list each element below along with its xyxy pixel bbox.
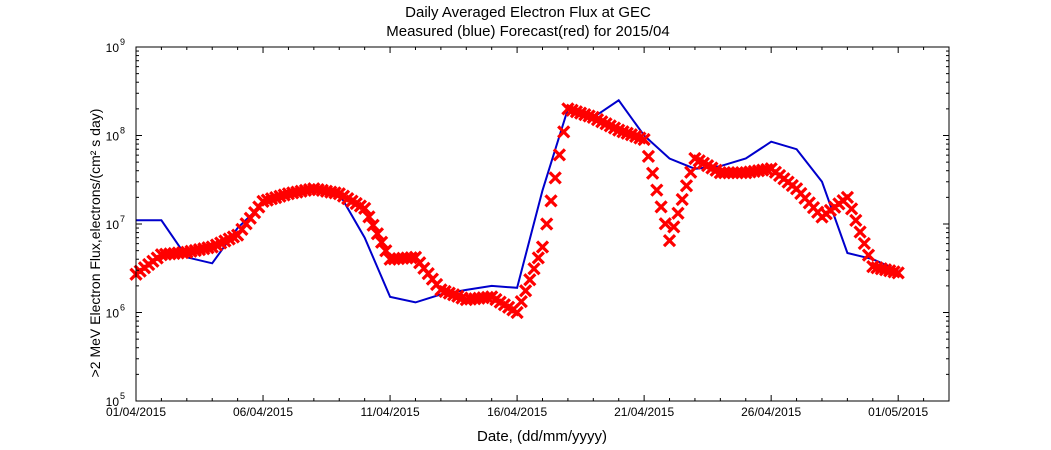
y-tick-exponent: 6: [120, 303, 125, 313]
forecast-marker: [362, 210, 376, 224]
forecast-marker: [552, 148, 567, 162]
y-tick-label: 10 8: [106, 126, 125, 144]
forecast-point: [662, 233, 677, 248]
x-axis-label: Date, (dd/mm/yyyy): [477, 428, 607, 445]
x-tick-label: 01/04/2015: [106, 405, 166, 419]
y-tick-label: 10 6: [106, 303, 125, 321]
forecast-marker: [844, 202, 859, 216]
measured-flux-line: [136, 98, 899, 304]
forecast-marker: [514, 294, 528, 309]
forecast-point: [535, 240, 550, 254]
chart-title: Daily Averaged Electron Flux at GEC: [405, 4, 651, 21]
x-tick-label: 11/04/2015: [360, 405, 419, 419]
chart-subtitle: Measured (blue) Forecast(red) for 2015/0…: [386, 23, 669, 40]
forecast-marker: [531, 251, 545, 265]
x-tick-label: 16/04/2015: [487, 405, 547, 419]
forecast-marker: [658, 217, 672, 231]
forecast-marker: [366, 218, 380, 232]
forecast-marker: [404, 251, 418, 265]
chart-title-group: Daily Averaged Electron Flux at GEC Meas…: [386, 4, 669, 40]
forecast-marker: [641, 149, 656, 164]
forecast-marker: [548, 171, 562, 185]
axes: 01/04/2015 06/04/2015 11/04/2015 16/04/2015…: [106, 37, 950, 419]
y-tick-label: 10 5: [106, 391, 125, 409]
forecast-marker: [684, 165, 698, 179]
y-tick-base: 10: [106, 307, 120, 321]
forecast-marker: [645, 166, 660, 180]
forecast-marker: [370, 227, 385, 241]
forecast-marker: [853, 225, 867, 239]
forecast-marker: [374, 235, 389, 249]
y-tick-label: 10 7: [106, 214, 125, 232]
y-tick-exponent: 5: [120, 391, 125, 401]
y-tick-base: 10: [106, 395, 120, 409]
forecast-marker: [654, 200, 668, 214]
y-tick-exponent: 9: [120, 37, 125, 47]
y-tick-label: 10 9: [106, 37, 125, 55]
forecast-marker: [527, 262, 541, 276]
forecast-marker: [667, 220, 681, 234]
forecast-point: [510, 305, 524, 320]
forecast-marker: [857, 236, 871, 251]
plot-area: [129, 98, 905, 320]
forecast-marker: [201, 241, 215, 255]
forecast-point: [358, 201, 372, 216]
x-tick-label: 06/04/2015: [233, 405, 293, 419]
forecast-marker: [544, 194, 558, 208]
forecast-marker: [650, 183, 664, 197]
y-axis-label: >2 MeV Electron Flux,electrons/(cm² s da…: [87, 109, 103, 378]
forecast-marker: [675, 192, 689, 207]
forecast-marker: [849, 213, 863, 228]
forecast-marker: [557, 125, 571, 139]
forecast-point: [891, 266, 905, 280]
y-tick-exponent: 7: [120, 214, 125, 224]
forecast-flux-markers: [129, 102, 905, 320]
y-tick-base: 10: [106, 41, 120, 55]
y-tick-base: 10: [106, 218, 120, 232]
forecast-marker: [679, 179, 694, 193]
x-tick-label: 01/05/2015: [868, 405, 928, 419]
forecast-marker: [523, 273, 537, 287]
x-tick-label: 26/04/2015: [741, 405, 801, 419]
y-tick-exponent: 8: [120, 126, 125, 136]
x-tick-label: 21/04/2015: [614, 405, 674, 419]
forecast-marker: [760, 162, 774, 177]
forecast-marker: [518, 284, 533, 298]
plot-frame: [135, 46, 950, 402]
forecast-marker: [540, 217, 554, 231]
forecast-marker: [671, 206, 685, 220]
forecast-point: [637, 132, 651, 147]
forecast-point: [840, 190, 855, 205]
y-tick-base: 10: [106, 130, 120, 144]
forecast-marker: [861, 248, 876, 262]
